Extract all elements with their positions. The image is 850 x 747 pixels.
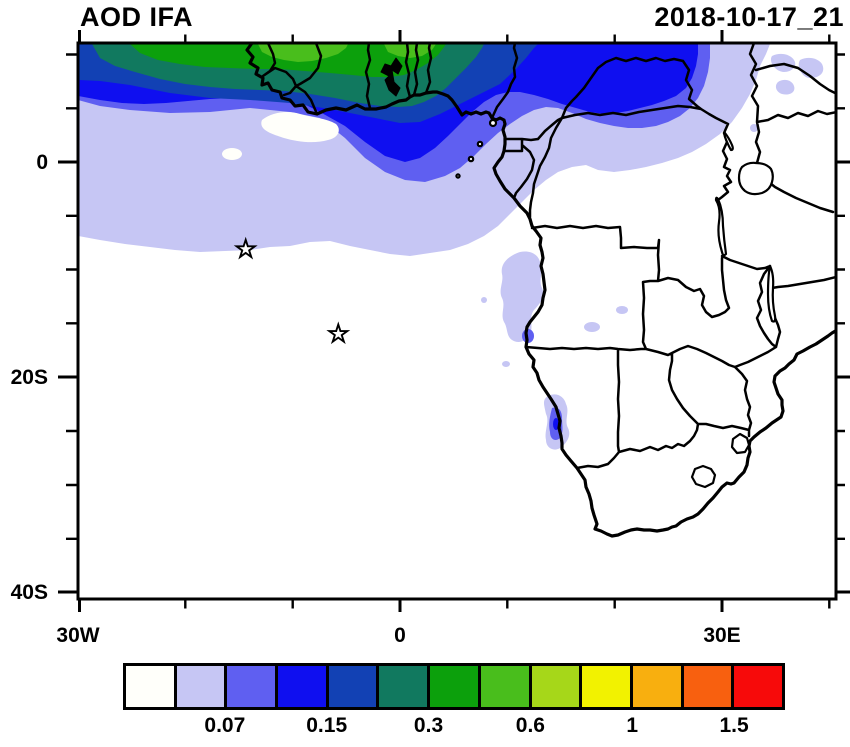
colorbar (123, 663, 785, 710)
lake-malawi (766, 264, 777, 323)
principe-island (476, 140, 484, 148)
colorbar-cell (430, 666, 481, 707)
y-tick-label-20s: 20S (11, 366, 48, 389)
annobon-island (455, 173, 461, 179)
colorbar-cell (632, 666, 684, 707)
x-tick-label-0: 0 (394, 624, 406, 647)
lake-tanganyika (714, 196, 728, 257)
colorbar-cell (379, 666, 431, 707)
colorbar-cell (582, 666, 633, 707)
lake-albert (723, 131, 734, 152)
colorbar-label: 0.6 (515, 714, 545, 737)
map-frame (76, 41, 838, 601)
colorbar-cell (531, 666, 583, 707)
lakes-and-enclaves (455, 118, 777, 489)
lesotho-border (690, 464, 717, 489)
colorbar-cell (126, 666, 177, 707)
axis-ticks (58, 30, 850, 612)
swaziland-border (730, 432, 751, 455)
lake-volta (380, 57, 403, 97)
colorbar-cell (328, 666, 380, 707)
star-marker-2 (328, 323, 349, 343)
aod-shaded-field (79, 44, 824, 450)
sao-tome-island (467, 155, 475, 163)
lake-victoria (737, 161, 774, 196)
colorbar-label: 1.5 (719, 714, 749, 737)
colorbar-label: 1 (626, 714, 639, 737)
colorbar-labels: 0.07 0.15 0.3 0.6 1 1.5 (123, 714, 785, 744)
colorbar-label: 0.15 (306, 714, 348, 737)
map-plot: 0 20S 40S 30W 0 30E (11, 30, 850, 647)
bioko-island (488, 118, 498, 128)
colorbar-cell (734, 666, 782, 707)
y-tick-label-40s: 40S (11, 581, 48, 604)
colorbar-cell (176, 666, 228, 707)
y-tick-label-0: 0 (36, 151, 48, 174)
colorbar-cell (683, 666, 735, 707)
plot-datetime: 2018-10-17_21 (654, 2, 844, 32)
station-markers (235, 238, 349, 343)
colorbar-label: 0.07 (204, 714, 246, 737)
country-borders (261, 44, 835, 470)
x-tick-label-30e: 30E (703, 624, 740, 647)
plot-title: AOD IFA (80, 2, 194, 32)
colorbar-cell (278, 666, 329, 707)
colorbar-cell (227, 666, 279, 707)
colorbar-label: 0.3 (413, 714, 444, 737)
colorbar-cell (480, 666, 532, 707)
x-tick-label-30w: 30W (56, 624, 99, 647)
